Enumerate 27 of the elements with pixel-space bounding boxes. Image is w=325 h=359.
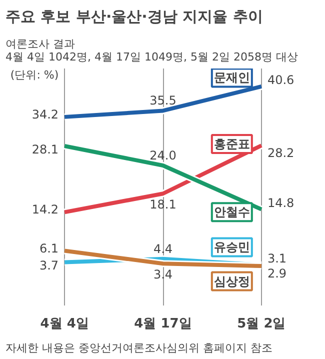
chart-subtitle: 여론조사 결과 4월 4일 1042명, 4월 17일 1049명, 5월 2일 2058명 대상 [6, 38, 298, 64]
data-label: 3.4 [153, 268, 173, 282]
text: 자세한 내용은 중앙선거여론조사심의위 홈페이지 참조 [6, 342, 272, 354]
series-label: 심상정 [214, 274, 250, 288]
chart-title: 주요 후보 부산·울산·경남 지지율 추이 [6, 8, 263, 26]
data-label: 14.2 [32, 202, 59, 217]
data-label: 35.5 [150, 94, 176, 108]
data-label: 24.0 [150, 148, 176, 163]
text: (단위: %) [10, 68, 59, 82]
data-label: 34.2 [32, 107, 59, 122]
data-label: 4.4 [153, 242, 173, 256]
series-label: 유승민 [214, 240, 250, 254]
data-label: 3.7 [39, 258, 59, 273]
data-label: 18.1 [150, 198, 176, 212]
x-tick-label: 4월 4일 [40, 316, 89, 332]
series-label: 안철수 [214, 205, 250, 220]
data-label: 28.1 [32, 142, 59, 156]
x-tick-label: 5월 2일 [237, 316, 286, 332]
data-label: 14.8 [267, 196, 294, 210]
data-label: 3.1 [267, 252, 287, 266]
data-label: 40.6 [267, 72, 294, 87]
x-tick-label: 4월 17일 [134, 316, 192, 332]
data-label: 2.9 [267, 266, 287, 280]
data-label: 6.1 [39, 241, 59, 256]
series-label: 문재인 [214, 70, 250, 85]
series-label: 홍준표 [214, 136, 250, 151]
data-label: 28.2 [267, 146, 294, 160]
